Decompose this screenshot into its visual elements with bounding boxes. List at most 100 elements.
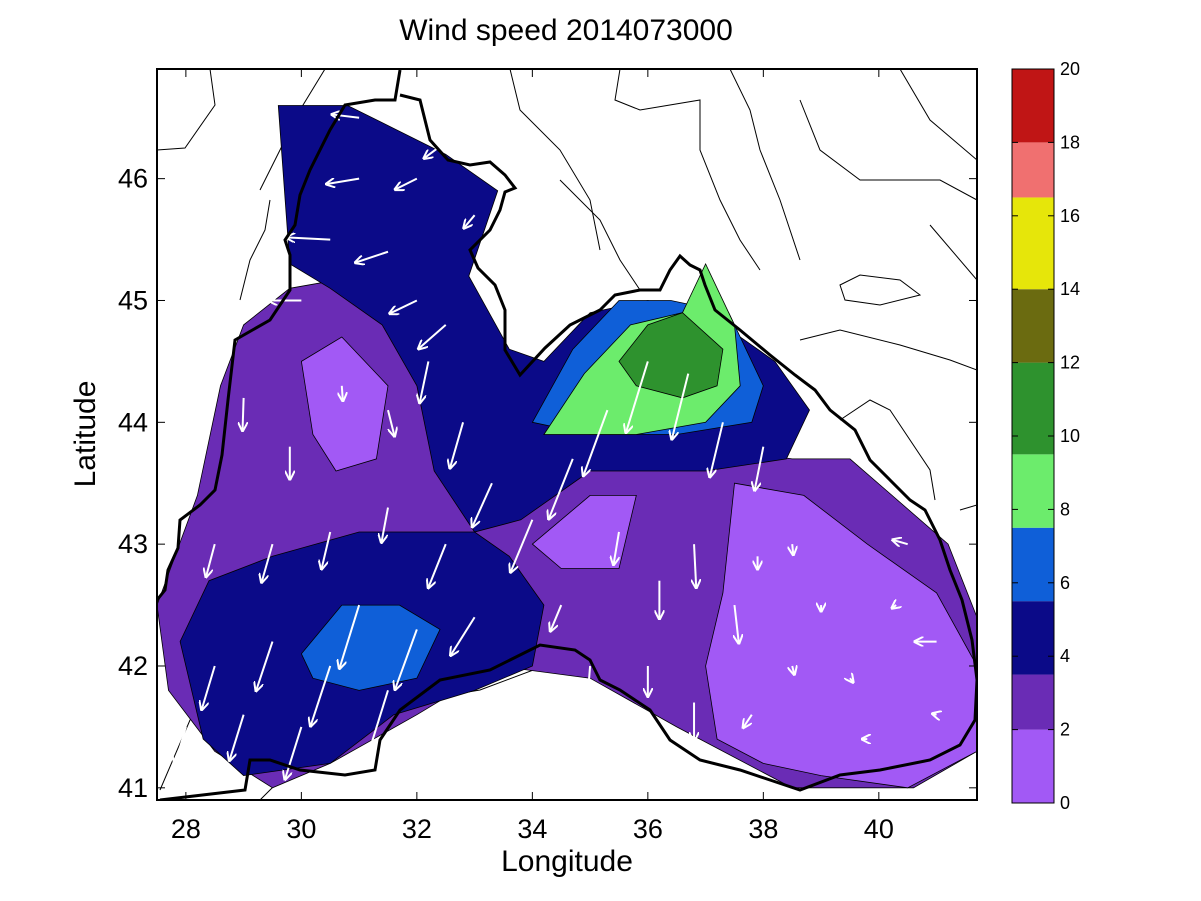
x-tick-label: 36 [633,814,663,844]
wind-vector [424,141,447,159]
wind-vector [850,678,853,682]
coastline [157,69,977,800]
colorbar-band [1012,454,1054,528]
colorbar-tick-label: 18 [1060,132,1080,152]
wind-vector [626,361,649,433]
colorbar-band [1012,674,1054,730]
wind-vector [256,641,274,692]
speed-region [300,336,389,472]
wind-vector [450,422,465,468]
wind-vector [321,531,332,569]
wind-vector [395,177,418,190]
y-tick-label: 42 [118,651,148,681]
wind-vector [755,446,765,491]
wind-vector [420,361,430,403]
land-contour-line [839,274,922,306]
colorbar-tick-label: 10 [1060,426,1080,446]
land-contour-line [839,399,936,501]
wind-vector [332,114,360,117]
colorbar-band [1012,69,1054,143]
land-contour-line [509,69,601,251]
y-tick-label: 45 [118,285,148,315]
land-contour-line [799,99,977,201]
colorbar-band [1012,197,1054,290]
wind-vector [710,422,724,477]
chart-title: Wind speed 2014073000 [399,14,733,47]
y-tick-label: 44 [118,407,148,437]
wind-vector [326,177,360,185]
wind-vector [285,726,303,780]
speed-region [300,604,441,691]
land-contour-line [729,69,801,261]
wind-vector [202,665,216,710]
wind-vector [428,543,447,588]
land-contour-line [899,69,977,161]
wind-speed-contours [157,105,977,789]
colorbar: 0 2 4 6 8 10 12 14 16 18 20 [1012,59,1080,813]
colorbar-frame [1011,68,1055,804]
wind-vector [743,714,753,728]
colorbar-tick-label: 14 [1060,279,1080,299]
wind-vector [792,544,793,555]
colorbar-tick-label: 6 [1060,573,1070,593]
colorbar-band [1012,527,1054,602]
colorbar-band [1012,142,1054,198]
wind-vector [342,385,343,401]
wind-vector [464,214,476,228]
wind-vector [206,543,216,577]
land-contour-line [614,69,761,271]
x-tick-label: 38 [748,814,778,844]
wind-vector [672,373,690,440]
x-axis-ticks: 28 30 32 34 36 38 40 [171,69,894,844]
wind-vector [389,299,418,313]
wind-vector [549,458,574,519]
land-contour-line [799,329,977,371]
wind-vector [588,665,590,694]
wind-vector [339,604,361,669]
wind-vector [261,543,274,583]
x-tick-label: 30 [286,814,316,844]
colorbar-tick-label: 20 [1060,59,1080,79]
wind-vector [550,604,563,631]
colorbar-band [1012,601,1054,675]
wind-vector [387,409,395,436]
wind-vector [381,507,389,543]
wind-vector [243,397,244,431]
wind-vector [229,714,245,761]
wind-vector [355,250,389,263]
colorbar-tick-label: 2 [1060,720,1070,740]
wind-vector [734,604,738,644]
wind-vector [892,540,908,544]
land-contour-line [929,224,977,281]
wind-vector [694,544,696,588]
x-tick-label: 40 [864,814,894,844]
colorbar-tick-label: 12 [1060,353,1080,373]
colorbar-band [1012,362,1054,455]
plot-frame [156,68,978,801]
y-tick-label: 46 [118,164,148,194]
land-contour-line [559,179,641,291]
colorbar-tick-label: 0 [1060,793,1070,813]
wind-vector [310,665,332,727]
y-tick-label: 43 [118,529,148,559]
x-axis-label: Longitude [501,845,633,878]
wind-vector [583,409,609,476]
wind-vector [424,714,447,765]
land-contour-line [157,69,216,151]
colorbar-tick-label: 8 [1060,499,1070,519]
colorbar-tick-label: 4 [1060,646,1070,666]
colorbar-band [1012,729,1054,803]
speed-region [618,312,724,399]
wind-vector [368,690,389,754]
x-tick-label: 34 [517,814,547,844]
x-tick-label: 32 [402,814,432,844]
wind-vectors [175,114,937,779]
land-contour-line [959,504,977,511]
wind-vector [175,726,187,766]
wind-vector [472,482,493,527]
colorbar-band [1012,289,1054,363]
speed-region [531,494,637,569]
wind-vector [892,605,896,608]
x-tick-label: 28 [171,814,201,844]
